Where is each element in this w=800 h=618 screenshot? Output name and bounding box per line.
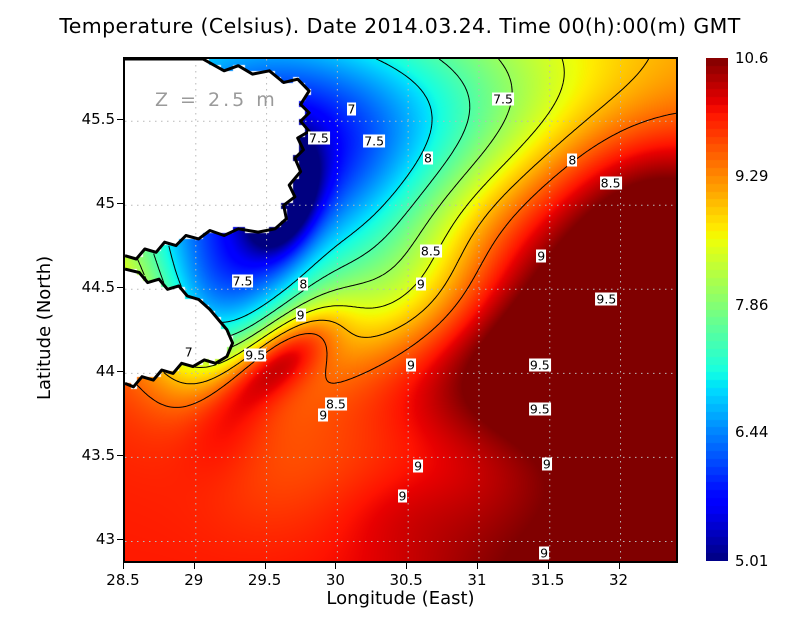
contour-label: 8: [567, 152, 578, 168]
x-tick-mark: [547, 563, 549, 569]
map-plot-area: Z = 2.5 m 7 7.5 7.5 7.5 8 8 8.5 8.5 9 9 9.5 7.5 8 9 7 9…: [123, 57, 678, 563]
y-tick-mark: [117, 371, 123, 373]
contour-label: 8: [298, 276, 309, 292]
x-tick-mark: [618, 563, 620, 569]
depth-annotation: Z = 2.5 m: [155, 89, 278, 111]
contour-label: 9: [295, 307, 306, 323]
x-axis-label: Longitude (East): [326, 588, 475, 609]
colorbar-gradient: [706, 58, 728, 561]
temperature-field-raster: [125, 59, 676, 561]
contour-label: 7.5: [231, 273, 254, 289]
contour-label: 9.5: [528, 357, 551, 373]
graticule: [125, 59, 676, 561]
x-tick-label: 31.5: [531, 571, 565, 589]
y-tick-mark: [117, 203, 123, 205]
x-tick-mark: [476, 563, 478, 569]
x-tick-label: 28.5: [106, 571, 140, 589]
y-tick-mark: [117, 119, 123, 121]
y-tick-label: 45: [95, 194, 115, 213]
contour-label: 7.5: [492, 91, 514, 107]
x-tick-label: 31: [467, 571, 487, 589]
colorbar-tick-label: 7.86: [735, 295, 769, 314]
colorbar-tick-label: 9.29: [735, 166, 769, 185]
y-axis-label: Latitude (North): [34, 255, 55, 400]
map-overlay: [125, 59, 676, 561]
contour-label: 8: [423, 150, 433, 166]
y-tick-label: 45.5: [81, 110, 115, 129]
x-tick-mark: [335, 563, 337, 569]
x-tick-mark: [123, 563, 124, 569]
contour-label: 7: [183, 344, 194, 359]
y-tick-label: 44.5: [81, 278, 115, 297]
colorbar-tick-label: 10.6: [735, 49, 769, 67]
contour-label: 9.5: [595, 291, 618, 307]
contour-label: 9: [406, 357, 416, 373]
x-tick-label: 30.5: [389, 571, 423, 589]
x-tick-label: 29: [184, 571, 204, 589]
colorbar-tick-label: 5.01: [735, 552, 769, 570]
x-tick-label: 32: [608, 571, 629, 589]
x-tick-mark: [193, 563, 195, 569]
y-tick-mark: [117, 539, 123, 541]
y-tick-label: 43.5: [81, 446, 115, 465]
contour-label: 9: [413, 458, 424, 474]
contour-label: 9: [397, 488, 408, 504]
contour-label: 7.5: [363, 133, 386, 149]
colorbar: [706, 58, 728, 561]
contour-label: 9: [415, 276, 426, 292]
y-tick-label: 44: [95, 362, 115, 381]
contour-label: 9.5: [528, 401, 551, 417]
contour-label: 7.5: [308, 130, 330, 146]
x-tick-label: 30: [325, 571, 345, 589]
x-tick-mark: [406, 563, 408, 569]
contour-label: 9: [318, 407, 329, 423]
y-tick-mark: [117, 287, 123, 289]
colorbar-tick-label: 6.44: [735, 423, 769, 442]
x-tick-mark: [264, 563, 266, 569]
y-tick-mark: [117, 455, 123, 457]
contour-label: 9: [541, 456, 552, 472]
contour-label: 7: [346, 101, 357, 117]
contour-label: 9.5: [244, 347, 267, 363]
contour-label: 9: [539, 545, 550, 561]
y-tick-label: 43: [95, 530, 115, 549]
coastline: [125, 59, 311, 389]
contour-label: 8.5: [419, 243, 442, 259]
figure-title: Temperature (Celsius). Date 2014.03.24. …: [59, 14, 741, 38]
contour-label: 9: [536, 248, 547, 264]
contour-label: 8.5: [325, 396, 347, 412]
contour-label: 8.5: [599, 175, 622, 191]
x-tick-label: 29.5: [247, 571, 282, 589]
